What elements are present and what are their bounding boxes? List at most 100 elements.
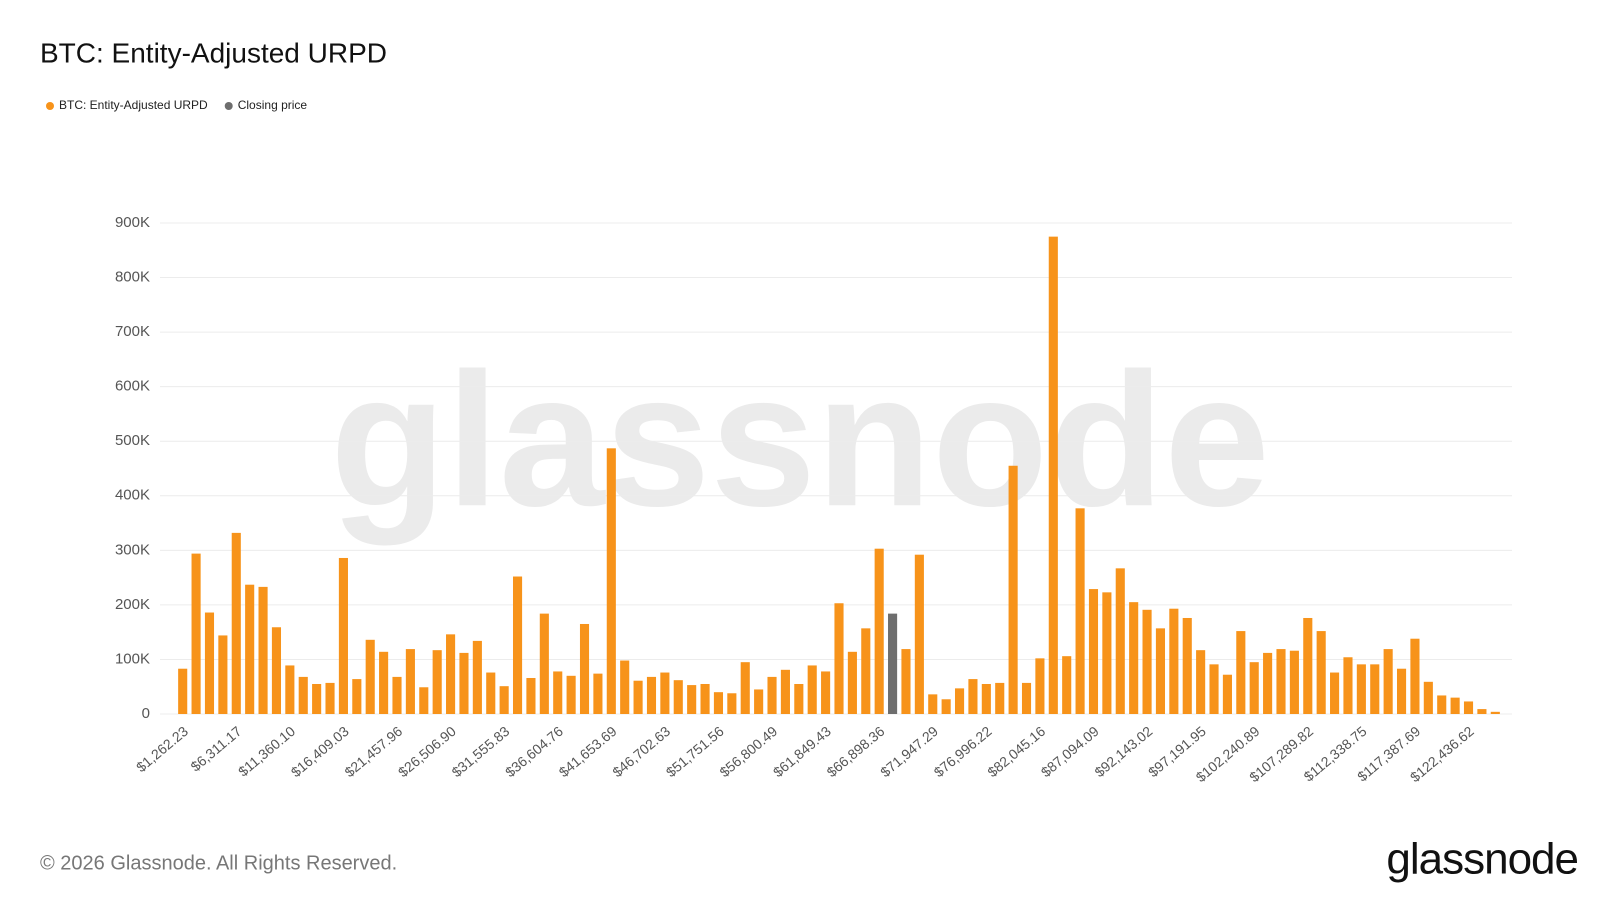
bar — [352, 679, 362, 714]
bar — [379, 651, 389, 714]
legend: BTC: Entity-Adjusted URPD Closing price — [46, 98, 307, 112]
bar — [660, 672, 670, 714]
bar — [446, 634, 456, 714]
bar — [834, 603, 844, 714]
bar — [338, 557, 348, 714]
bar — [995, 682, 1005, 714]
bar — [271, 627, 282, 714]
bar — [914, 554, 924, 714]
bar — [794, 683, 804, 714]
bar — [312, 683, 322, 714]
bar — [606, 448, 616, 714]
bar — [874, 548, 884, 714]
bar — [1477, 709, 1487, 714]
bar — [1155, 628, 1166, 714]
bar — [767, 676, 777, 714]
bar — [1048, 236, 1058, 714]
bar — [1343, 657, 1353, 714]
bar — [365, 639, 375, 714]
bar — [472, 640, 482, 714]
bar — [1356, 664, 1366, 714]
bar — [1276, 649, 1286, 714]
bar — [620, 660, 630, 714]
bar — [499, 686, 509, 714]
bar — [245, 584, 255, 714]
bar — [231, 532, 241, 714]
bar — [1196, 650, 1206, 714]
bar — [780, 669, 790, 714]
bar — [553, 671, 563, 714]
bar — [178, 668, 188, 714]
bar — [1129, 602, 1139, 714]
bar — [526, 677, 536, 714]
y-tick-label: 300K — [115, 541, 150, 558]
legend-marker — [46, 102, 54, 110]
bar — [861, 628, 871, 714]
bar — [1303, 617, 1313, 714]
bar — [218, 635, 228, 714]
legend-marker — [224, 102, 233, 110]
bar — [1316, 631, 1326, 714]
y-tick-label: 400K — [115, 487, 150, 504]
bar — [1075, 508, 1085, 714]
y-tick-label: 500K — [115, 432, 150, 449]
bar — [1289, 650, 1299, 714]
bar — [954, 688, 965, 714]
bar — [1370, 664, 1380, 714]
bar — [888, 613, 898, 714]
y-tick-label: 900K — [115, 214, 150, 231]
bar — [1142, 609, 1152, 714]
bar — [1463, 701, 1474, 714]
bar — [593, 673, 603, 714]
chart-title: BTC: Entity-Adjusted URPD — [40, 37, 387, 68]
bar — [325, 682, 335, 714]
bar — [941, 699, 951, 714]
bar — [1088, 589, 1099, 714]
bar — [700, 683, 710, 714]
bar — [1263, 652, 1273, 714]
bar — [1249, 662, 1259, 714]
bar — [713, 692, 724, 714]
bar — [1437, 695, 1447, 714]
bar — [807, 665, 817, 714]
bar — [1236, 631, 1246, 714]
bar — [1396, 668, 1407, 714]
bar — [1450, 697, 1460, 714]
bar — [646, 676, 657, 714]
bar — [1182, 617, 1192, 714]
bar — [981, 683, 991, 714]
legend-label: BTC: Entity-Adjusted URPD — [59, 98, 208, 112]
bar — [1222, 674, 1232, 714]
bar — [1330, 672, 1340, 714]
bar — [1035, 658, 1045, 714]
y-tick-label: 700K — [115, 323, 150, 340]
bar — [1021, 682, 1032, 714]
y-tick-label: 600K — [115, 378, 150, 395]
bar — [258, 586, 268, 714]
bar — [486, 672, 496, 714]
bar — [727, 693, 737, 714]
bar — [392, 676, 402, 714]
bar — [579, 623, 590, 714]
y-tick-label: 200K — [115, 596, 150, 613]
bar — [968, 679, 978, 714]
bar — [285, 665, 295, 714]
bar — [1062, 656, 1072, 714]
legend-label: Closing price — [238, 98, 308, 112]
copyright: © 2026 Glassnode. All Rights Reserved. — [40, 852, 397, 874]
y-tick-label: 0 — [142, 705, 150, 722]
bar — [740, 662, 750, 714]
bar — [1102, 592, 1112, 714]
bar — [419, 687, 429, 714]
bar — [633, 680, 643, 714]
bar — [821, 671, 831, 714]
bar — [191, 553, 201, 714]
bar — [1383, 649, 1393, 714]
bar — [754, 689, 764, 714]
bar — [1115, 568, 1125, 714]
logo: glassnode — [1386, 835, 1578, 884]
bar — [512, 576, 523, 714]
bar — [405, 649, 415, 714]
